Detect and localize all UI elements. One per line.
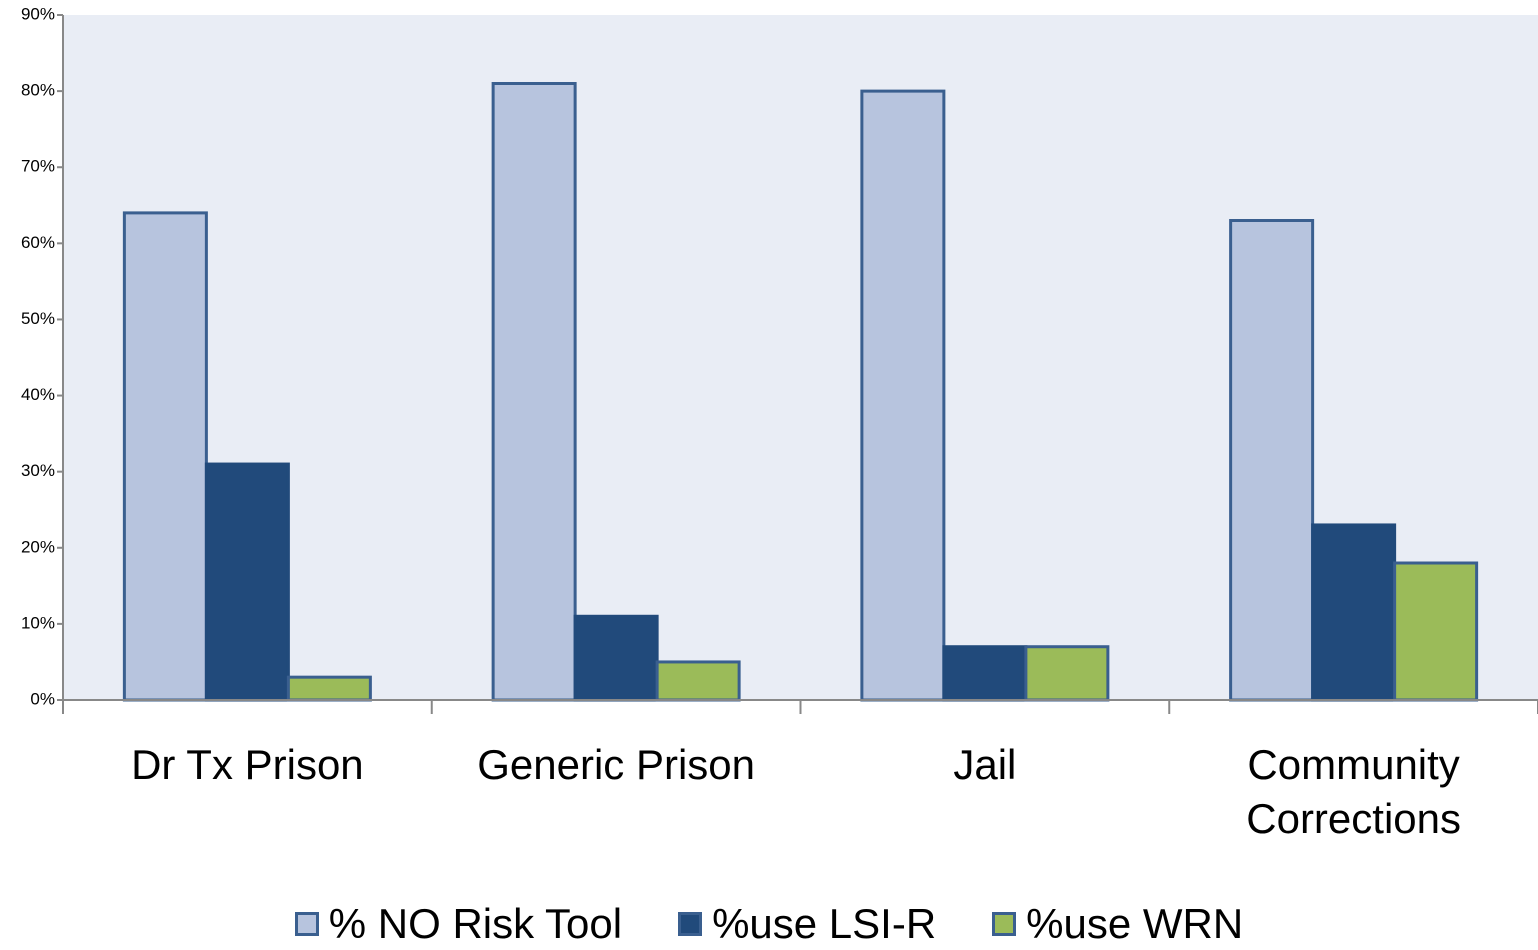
bar — [1229, 219, 1315, 702]
y-tick-label: 40% — [21, 385, 55, 404]
bar — [204, 462, 290, 702]
bar — [286, 675, 372, 702]
bar — [655, 660, 741, 702]
legend-swatch — [294, 912, 319, 936]
y-tick-label: 90% — [21, 4, 55, 23]
legend-item: %use LSI-R — [678, 900, 936, 948]
legend-swatch — [678, 912, 703, 936]
legend-label: %use WRN — [1026, 900, 1244, 947]
legend-item: %use WRN — [992, 900, 1243, 948]
y-tick-label: 30% — [21, 461, 55, 480]
legend-label: % NO Risk Tool — [328, 900, 623, 947]
bar — [491, 82, 577, 702]
bar — [1024, 645, 1110, 702]
y-tick-label: 20% — [21, 537, 55, 556]
bar — [942, 645, 1028, 702]
y-tick-label: 80% — [21, 81, 55, 100]
y-tick-label: 50% — [21, 309, 55, 328]
bar — [860, 89, 946, 702]
legend-label: %use LSI-R — [712, 900, 937, 947]
x-tick-label: Generic Prison — [477, 741, 756, 788]
y-tick-label: 60% — [21, 233, 55, 252]
y-tick-label: 10% — [21, 613, 55, 632]
bar — [573, 614, 659, 702]
bar — [1311, 523, 1397, 702]
legend-item: % NO Risk Tool — [294, 900, 623, 948]
x-tick-label: Dr Tx Prison — [131, 741, 364, 788]
bar — [122, 211, 208, 702]
y-tick-label: 0% — [30, 689, 55, 708]
x-tick-label: Community Corrections — [1246, 741, 1461, 842]
legend-swatch — [992, 912, 1017, 936]
x-tick-label: Jail — [953, 741, 1017, 788]
y-tick-label: 70% — [21, 157, 55, 176]
bar — [1393, 561, 1479, 702]
legend: % NO Risk Tool %use LSI-R %use WRN — [0, 900, 1538, 948]
